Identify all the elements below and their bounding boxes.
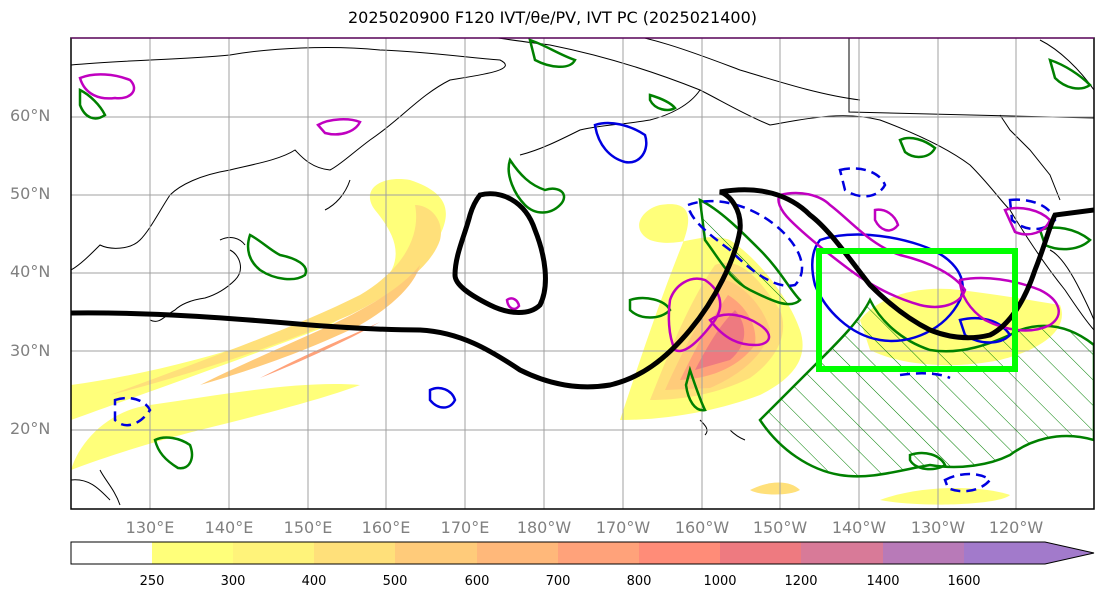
cb-label-300: 300 xyxy=(220,574,246,589)
lon-label-150e: 150°E xyxy=(283,518,333,537)
lon-label-140e: 140°E xyxy=(204,518,254,537)
lat-label-30: 30°N xyxy=(10,341,51,360)
chart-title: 2025020900 F120 IVT/θe/PV, IVT PC (20250… xyxy=(347,8,758,27)
cb-label-500: 500 xyxy=(382,574,408,589)
cb-seg-5 xyxy=(477,542,558,564)
cb-label-700: 700 xyxy=(545,574,571,589)
cb-seg-7 xyxy=(639,542,720,564)
cb-label-600: 600 xyxy=(464,574,490,589)
cb-label-1400: 1400 xyxy=(866,574,900,589)
lon-label-170e: 170°E xyxy=(440,518,490,537)
cb-label-250: 250 xyxy=(139,574,165,589)
cb-seg-10 xyxy=(883,542,964,564)
cb-seg-6 xyxy=(558,542,639,564)
cb-seg-8 xyxy=(720,542,801,564)
lon-label-120w: 120°W xyxy=(988,518,1044,537)
cb-label-800: 800 xyxy=(626,574,652,589)
coastlines xyxy=(71,38,1094,506)
cb-seg-2 xyxy=(233,542,314,564)
cb-seg-1 xyxy=(152,542,233,564)
cb-seg-9 xyxy=(801,542,883,564)
lat-label-40: 40°N xyxy=(10,262,51,281)
cb-label-1000: 1000 xyxy=(703,574,737,589)
theta-e-contours xyxy=(71,187,1094,390)
cb-seg-4 xyxy=(395,542,477,564)
pv-contours xyxy=(78,73,1060,353)
colorbar xyxy=(70,541,1095,565)
target-region-box xyxy=(816,248,1018,372)
lon-label-150w: 150°W xyxy=(752,518,808,537)
cb-label-1600: 1600 xyxy=(947,574,981,589)
lon-label-160w: 160°W xyxy=(674,518,730,537)
ivt-shading-west xyxy=(71,179,446,470)
cb-label-400: 400 xyxy=(301,574,327,589)
lon-label-160e: 160°E xyxy=(361,518,411,537)
lon-label-170w: 170°W xyxy=(595,518,651,537)
lon-label-130w: 130°W xyxy=(910,518,966,537)
ivt-pc-positive-contours xyxy=(78,38,1094,478)
lat-label-50: 50°N xyxy=(10,184,51,203)
cb-seg-3 xyxy=(314,542,395,564)
lon-label-140w: 140°W xyxy=(831,518,887,537)
lat-label-20: 20°N xyxy=(10,419,51,438)
cb-extend-arrow xyxy=(964,542,1094,564)
cb-seg-0 xyxy=(71,542,152,564)
lon-label-130e: 130°E xyxy=(125,518,175,537)
lon-label-180w: 180°W xyxy=(516,518,572,537)
cb-label-1200: 1200 xyxy=(784,574,818,589)
lat-label-60: 60°N xyxy=(10,106,51,125)
ivt-pc-negative-contours xyxy=(113,121,1057,493)
